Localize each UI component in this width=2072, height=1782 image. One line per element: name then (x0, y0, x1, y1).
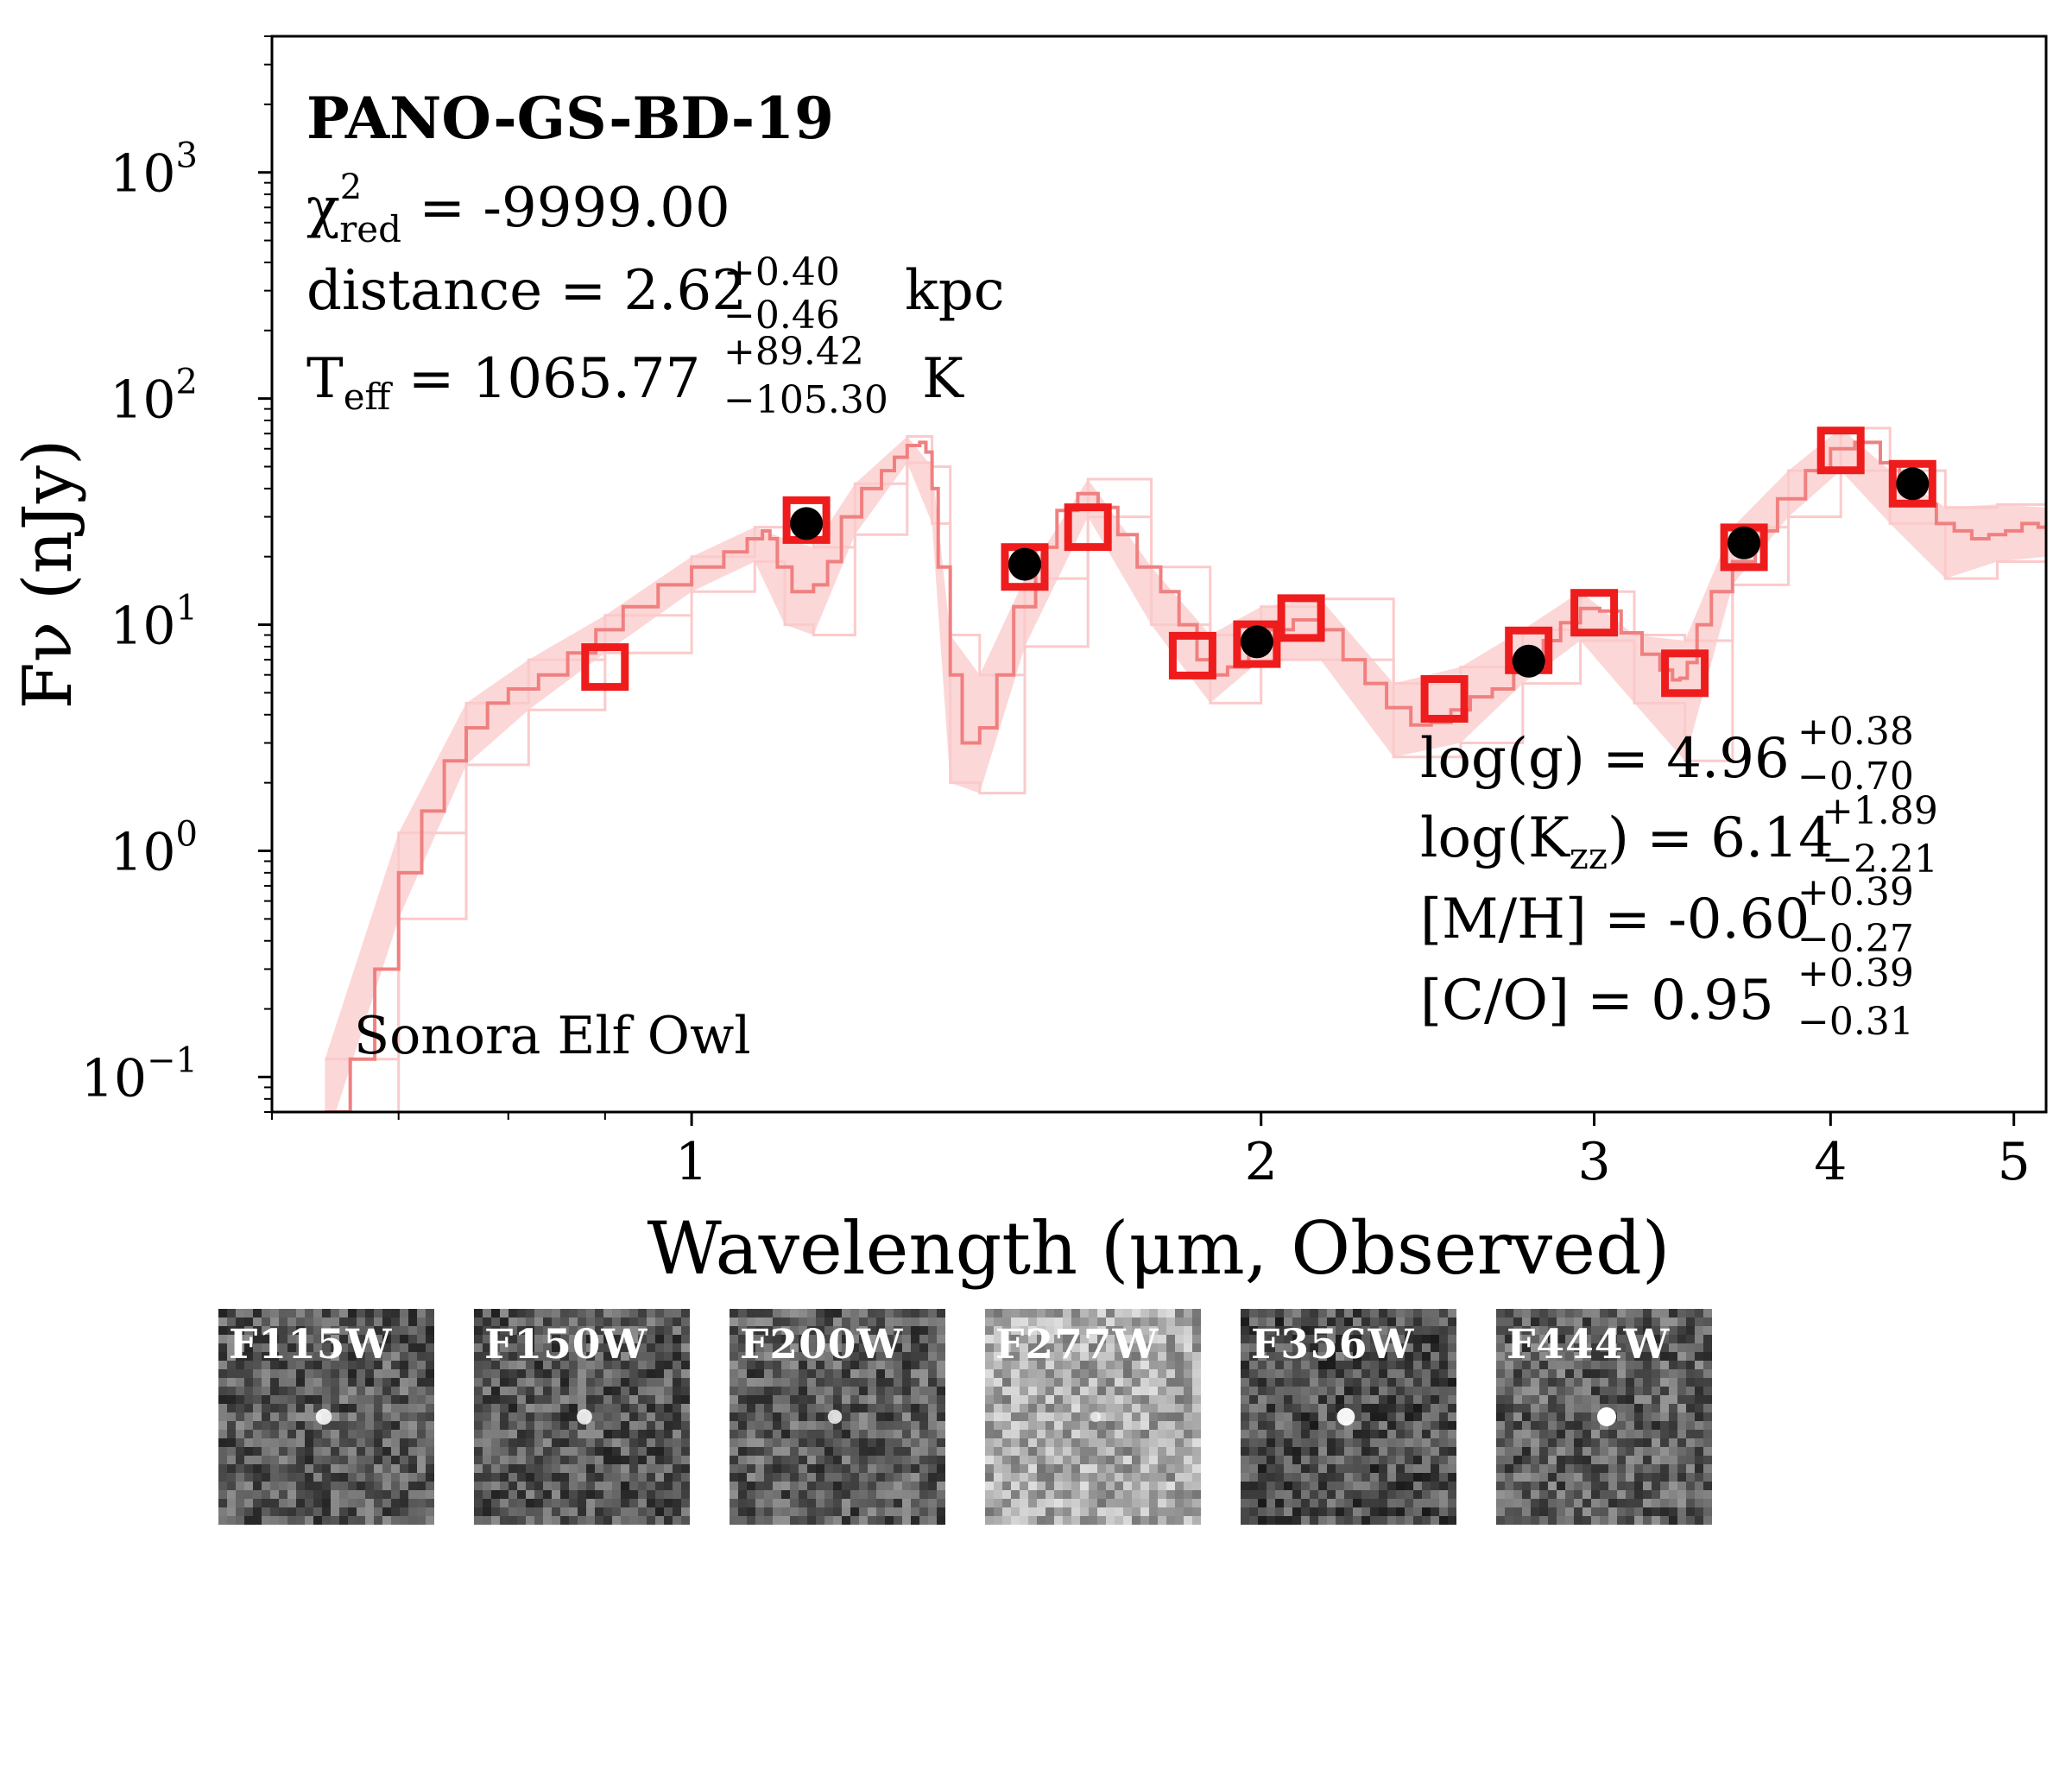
model-photometry-square (1277, 594, 1325, 642)
x-tick-label: 3 (1577, 1132, 1610, 1192)
svg-text:+0.39: +0.39 (1797, 870, 1914, 914)
chart-title: PANO-GS-BD-19 (306, 85, 834, 152)
svg-text:log(Kzz) = 6.14: log(Kzz) = 6.14 (1420, 806, 1834, 877)
photometry-markers (581, 427, 1936, 723)
svg-text:+89.42: +89.42 (723, 330, 864, 374)
plot-frame (270, 35, 2048, 1114)
svg-text:−2.21: −2.21 (1822, 837, 1938, 882)
observed-photometry-point (1240, 625, 1273, 659)
svg-text:−105.30: −105.30 (723, 378, 888, 422)
x-tick-label: 5 (1998, 1132, 2031, 1192)
y-tick-label: 10−1 (81, 1040, 198, 1109)
svg-text:−0.46: −0.46 (723, 294, 840, 338)
svg-text:−0.27: −0.27 (1797, 917, 1914, 961)
model-photometry-square (1420, 675, 1469, 723)
y-tick-label: 100 (110, 814, 198, 882)
svg-text:[C/O] = 0.95: [C/O] = 0.95 (1420, 969, 1774, 1033)
svg-text:+0.39: +0.39 (1797, 951, 1914, 995)
svg-text:kpc: kpc (905, 259, 1005, 323)
model-photometry-square (1816, 427, 1865, 475)
x-axis-ticks: 1 2 3 4 5 (271, 1112, 2031, 1192)
observed-photometry-point (1512, 644, 1545, 678)
svg-text:−0.31: −0.31 (1797, 1000, 1914, 1044)
y-axis-ticks: 10−1 100 101 102 103 (81, 35, 272, 1113)
svg-text:log(g) = 4.96: log(g) = 4.96 (1420, 727, 1790, 791)
distance-annotation: distance = 2.62 +0.40 −0.46 kpc (306, 250, 1005, 338)
model-photometry-square (1661, 649, 1709, 698)
model-photometry-square (581, 643, 629, 692)
y-axis-label: Fν (nJy) (9, 439, 87, 710)
svg-text:Teff = 1065.77: Teff = 1065.77 (306, 347, 700, 418)
svg-text:−0.70: −0.70 (1797, 755, 1914, 799)
y-tick-label: 103 (110, 136, 198, 205)
model-photometry-square (1001, 543, 1049, 591)
model-photometry-square (1168, 631, 1216, 679)
x-tick-label: 2 (1245, 1132, 1278, 1192)
co-annotation: [C/O] = 0.95 +0.39 −0.31 (1420, 951, 1914, 1044)
logkzz-annotation: log(Kzz) = 6.14 +1.89 −2.21 (1420, 789, 1938, 882)
x-tick-label: 1 (675, 1132, 708, 1192)
observed-photometry-point (1728, 526, 1761, 559)
model-photometry-square (1570, 589, 1619, 637)
model-photometry-square (1064, 503, 1112, 552)
spectrum-line (325, 440, 2046, 1112)
x-tick-label: 4 (1814, 1132, 1847, 1192)
observed-photometry-point (790, 507, 824, 540)
svg-text:+1.89: +1.89 (1822, 789, 1938, 833)
teff-annotation: Teff = 1065.77 +89.42 −105.30 K (306, 330, 964, 422)
observed-photometry-point (1008, 547, 1041, 581)
svg-text:+0.40: +0.40 (723, 250, 840, 294)
y-tick-label: 102 (110, 363, 198, 431)
svg-text:K: K (922, 347, 964, 411)
chi2-annotation: χ2 red = -9999.00 (306, 167, 730, 250)
model-photometry-square (1888, 459, 1936, 508)
model-spectrum (325, 440, 2046, 1112)
svg-text:[M/H] = -0.60: [M/H] = -0.60 (1420, 888, 1810, 951)
model-name-label: Sonora Elf Owl (354, 1006, 751, 1066)
svg-text:+0.38: +0.38 (1797, 710, 1914, 754)
y-tick-label: 101 (110, 589, 198, 657)
observed-photometry-point (1896, 467, 1930, 501)
model-photometry-square (1233, 620, 1281, 668)
mh-annotation: [M/H] = -0.60 +0.39 −0.27 (1420, 870, 1914, 961)
band-area (325, 427, 2046, 1112)
x-axis-label: Wavelength (μm, Observed) (647, 1206, 1670, 1291)
logg-annotation: log(g) = 4.96 +0.38 −0.70 (1420, 710, 1914, 799)
band-lower-edge (397, 461, 2046, 1112)
svg-text:distance = 2.62: distance = 2.62 (306, 259, 747, 323)
